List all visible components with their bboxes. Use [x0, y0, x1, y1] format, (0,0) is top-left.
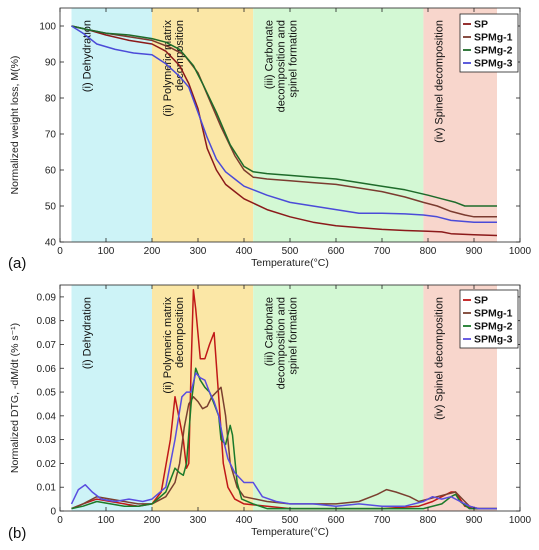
x-tick-label: 800 — [420, 246, 437, 257]
x-axis-label: Temperature(°C) — [251, 526, 329, 538]
x-tick-label: 500 — [282, 246, 299, 257]
x-tick-label: 400 — [236, 515, 253, 526]
x-axis-label: Temperature(°C) — [251, 257, 329, 269]
x-tick-label: 300 — [190, 515, 207, 526]
y-tick-label: 0.06 — [37, 364, 57, 375]
y-tick-label: 0.05 — [37, 388, 57, 399]
legend-entry-SP: SP — [474, 19, 488, 31]
y-tick-label: 50 — [45, 202, 57, 213]
panel-label: (b) — [8, 525, 26, 542]
region-label-4: (iv) Spinel decomposition — [434, 20, 446, 143]
x-tick-label: 400 — [236, 246, 253, 257]
y-tick-label: 0.09 — [37, 292, 57, 303]
x-tick-label: 500 — [282, 515, 299, 526]
x-tick-label: 900 — [466, 515, 483, 526]
region-3 — [253, 285, 424, 511]
x-tick-label: 1000 — [509, 246, 532, 257]
series-line-SPMg-3 — [71, 25, 497, 223]
x-tick-label: 200 — [144, 515, 161, 526]
region-1 — [71, 285, 152, 511]
region-label-3: spinel formation — [287, 297, 299, 375]
legend-entry-SPMg-2: SPMg-2 — [474, 45, 513, 57]
region-3 — [253, 8, 424, 242]
x-tick-label: 300 — [190, 246, 207, 257]
legend-entry-SPMg-2: SPMg-2 — [474, 321, 513, 333]
panel-label: (a) — [8, 255, 26, 272]
x-tick-label: 800 — [420, 515, 437, 526]
x-tick-label: 0 — [57, 515, 63, 526]
y-axis-label: Normalized weight loss, M(%) — [9, 56, 21, 195]
series-line-SPMg-2 — [71, 25, 497, 207]
x-tick-label: 200 — [144, 246, 161, 257]
region-label-3: (iii) Carbonate — [263, 20, 275, 89]
y-axis-label: Normalized DTG, -dM/dt (% s⁻¹) — [9, 323, 21, 473]
series-line-SPMg-1 — [71, 25, 497, 218]
x-tick-label: 900 — [466, 246, 483, 257]
y-tick-label: 70 — [45, 130, 57, 141]
region-label-4: (iv) Spinel decomposition — [434, 297, 446, 420]
y-tick-label: 0.01 — [37, 483, 57, 494]
y-tick-label: 0.07 — [37, 340, 57, 351]
region-label-1: (i) Dehydration — [82, 297, 94, 369]
region-label-3: spinel formation — [287, 20, 299, 98]
region-label-2: decomposition — [174, 297, 186, 368]
x-tick-label: 700 — [374, 515, 391, 526]
legend-entry-SPMg-3: SPMg-3 — [474, 334, 513, 346]
legend-entry-SPMg-1: SPMg-1 — [474, 308, 513, 320]
series-line-SPMg-2 — [71, 367, 497, 510]
region-label-3: decomposition and — [275, 297, 287, 389]
x-tick-label: 600 — [328, 515, 345, 526]
region-label-1: (i) Dehydration — [82, 20, 94, 92]
x-tick-label: 100 — [98, 246, 115, 257]
x-tick-label: 700 — [374, 246, 391, 257]
y-tick-label: 0.04 — [37, 411, 57, 422]
y-tick-label: 100 — [39, 22, 56, 33]
y-tick-label: 0.08 — [37, 316, 57, 327]
y-tick-label: 40 — [45, 238, 57, 249]
chart-panel-1: (i) Dehydration (ii) Polymeric matrix deco… — [8, 7, 532, 272]
region-label-3: (iii) Carbonate — [263, 297, 275, 366]
y-tick-label: 0.03 — [37, 435, 57, 446]
region-label-3: decomposition and — [275, 20, 287, 112]
y-tick-label: 0.02 — [37, 459, 57, 470]
region-label-2: (ii) Polymeric matrix — [162, 297, 174, 394]
y-tick-label: 80 — [45, 94, 57, 105]
region-1 — [71, 8, 152, 242]
x-tick-label: 1000 — [509, 515, 532, 526]
y-tick-label: 0 — [50, 507, 56, 518]
region-label-2: (ii) Polymeric matrix — [162, 20, 174, 117]
y-tick-label: 90 — [45, 58, 57, 69]
legend-entry-SPMg-1: SPMg-1 — [474, 32, 513, 44]
x-tick-label: 0 — [57, 246, 63, 257]
series-line-SPMg-3 — [70, 372, 497, 510]
legend-entry-SPMg-3: SPMg-3 — [474, 58, 513, 70]
legend-entry-SP: SP — [474, 295, 488, 307]
y-tick-label: 60 — [45, 166, 57, 177]
x-tick-label: 600 — [328, 246, 345, 257]
series-line-SP — [71, 25, 498, 237]
chart-panel-2: (i) Dehydration (ii) Polymeric matrix deco… — [8, 284, 532, 542]
x-tick-label: 100 — [98, 515, 115, 526]
